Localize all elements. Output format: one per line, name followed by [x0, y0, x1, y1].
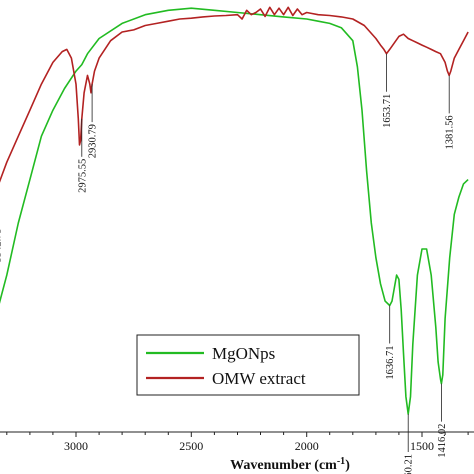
x-axis-title: Wavenumber (cm-1) — [230, 456, 350, 473]
legend-label-omw-extract: OMW extract — [212, 369, 306, 388]
legend: MgONps OMW extract — [136, 334, 360, 396]
plot-area — [0, 6, 469, 415]
x-axis-unit: cm — [319, 458, 337, 473]
peak-label: 3342.73 — [0, 228, 4, 262]
peak-label: 2975.55 — [77, 159, 88, 193]
x-axis-title-text: Wavenumber — [230, 458, 311, 473]
peak-label: 1636.71 — [385, 346, 396, 380]
x-tick-label: 3000 — [64, 439, 88, 453]
legend-label-mgonps: MgONps — [212, 344, 275, 363]
peak-label: 1560.21 — [404, 454, 415, 474]
series-line-omw-extract — [0, 6, 469, 183]
peak-label: 1653.71 — [382, 94, 393, 128]
x-axis: 3000 2500 2000 1500 — [0, 431, 474, 453]
peak-label: 1381.56 — [445, 115, 456, 149]
x-tick-label: 2000 — [295, 439, 319, 453]
legend-box — [136, 334, 360, 396]
x-axis-unit-exponent: -1 — [337, 456, 345, 467]
peak-label: 2930.79 — [88, 124, 99, 158]
x-tick-label: 2500 — [179, 439, 203, 453]
peak-label: 1416.02 — [437, 424, 448, 458]
x-tick-label: 1500 — [410, 439, 434, 453]
